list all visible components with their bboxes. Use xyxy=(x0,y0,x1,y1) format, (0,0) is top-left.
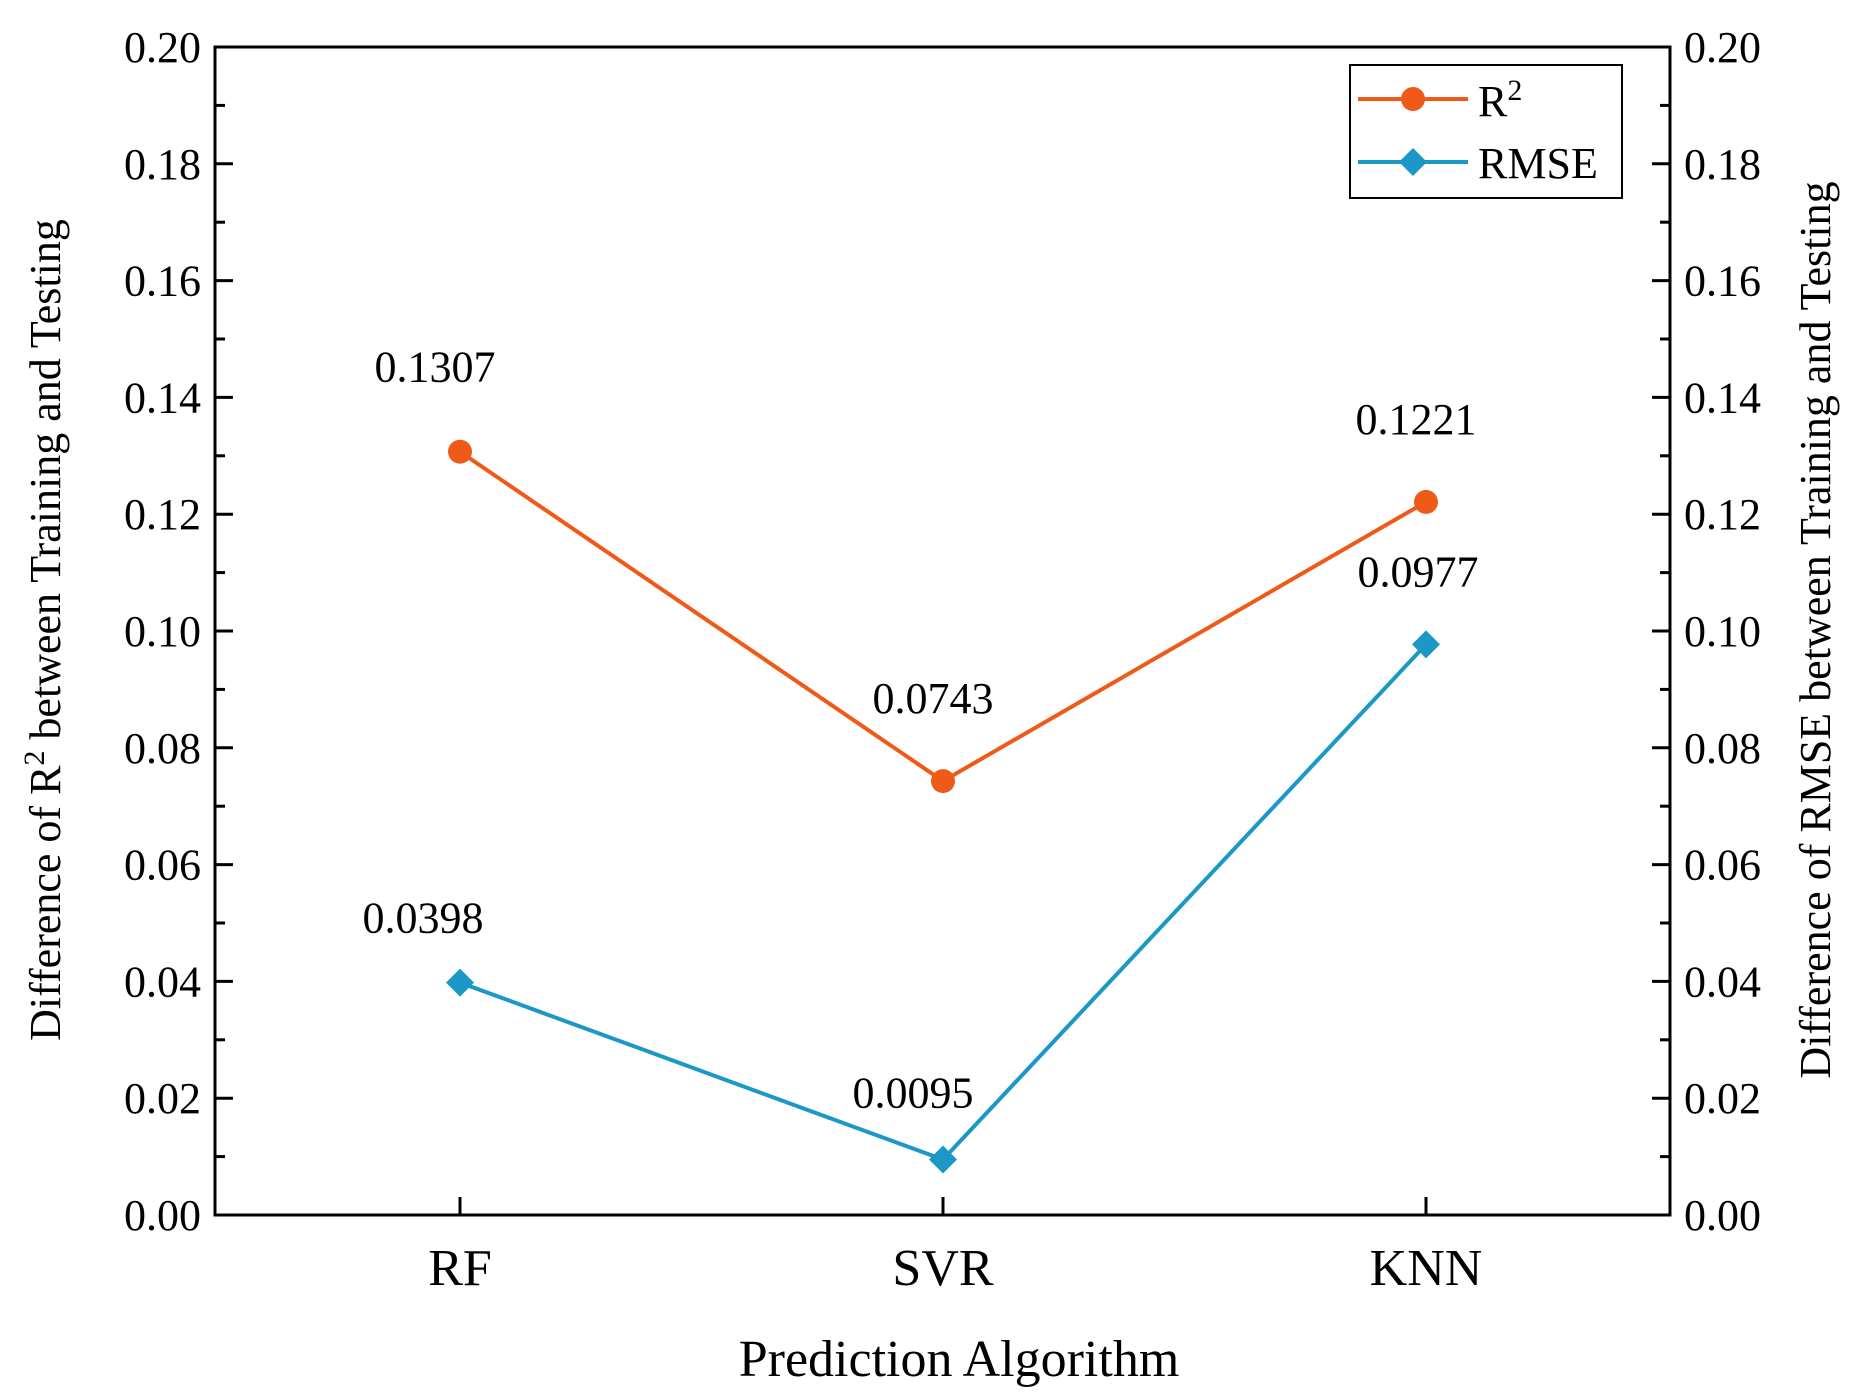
data-label-r2-point-rf: 0.1307 xyxy=(375,343,496,392)
legend-marker-r2 xyxy=(1401,87,1425,111)
r2-point-rf xyxy=(448,439,472,464)
data-label-r2-point-knn: 0.1221 xyxy=(1356,395,1477,444)
y-tick-label-left: 0.08 xyxy=(124,724,201,773)
y-axis-title-left-pre: Difference of R xyxy=(21,765,70,1041)
y-tick-label-right: 0.10 xyxy=(1684,607,1761,656)
data-label-rmse-point-knn: 0.0977 xyxy=(1358,547,1479,596)
y-axis-title-left: Difference of R2 between Training and Te… xyxy=(18,219,70,1041)
plot-frame xyxy=(213,45,1672,1217)
legend-label-r2: R2 xyxy=(1478,74,1522,126)
y-tick-label-right: 0.14 xyxy=(1684,373,1761,422)
y-tick-label-right: 0.12 xyxy=(1684,490,1761,539)
y-tick-label-right: 0.06 xyxy=(1684,841,1761,890)
y-tick-label-right: 0.08 xyxy=(1684,724,1761,773)
rmse-point-rf xyxy=(446,968,474,997)
r2-point-knn xyxy=(1414,489,1438,514)
y-tick-label-left: 0.06 xyxy=(124,841,201,890)
y-tick-label-left: 0.00 xyxy=(124,1191,201,1240)
r2-point-svr xyxy=(931,769,955,794)
y-axis-title-left-sup: 2 xyxy=(18,751,51,766)
axes: 0.00 0.00 0.02 0.02 0.04 0.04 0.06 0.06 0.08 0.08… xyxy=(124,23,1761,1297)
data-label-rmse-point-rf: 0.0398 xyxy=(363,894,484,943)
data-label-r2-point-svr: 0.0743 xyxy=(873,674,994,723)
y-tick-label-left: 0.14 xyxy=(124,373,201,422)
labels-layer: 0.1307 0.0743 0.1221 0.0398 0.0095 0.0977 xyxy=(363,343,1479,1118)
legend-label-rmse: RMSE xyxy=(1478,139,1598,188)
y-tick-label-right: 0.04 xyxy=(1684,957,1761,1006)
x-tick-label-svr: SVR xyxy=(892,1240,993,1297)
x-tick-label-rf: RF xyxy=(428,1240,492,1297)
series-layer xyxy=(446,439,1440,1174)
series-line-r2 xyxy=(458,450,1428,784)
rmse-point-svr xyxy=(929,1145,957,1174)
y-tick-label-left: 0.04 xyxy=(124,957,201,1006)
y-tick-label-right: 0.02 xyxy=(1684,1074,1761,1123)
y-tick-label-right: 0.18 xyxy=(1684,140,1761,189)
y-tick-label-left: 0.02 xyxy=(124,1074,201,1123)
y-tick-label-left: 0.12 xyxy=(124,490,201,539)
y-tick-label-right: 0.20 xyxy=(1684,23,1761,72)
x-tick-label-knn: KNN xyxy=(1370,1240,1483,1297)
y-tick-label-right: 0.00 xyxy=(1684,1191,1761,1240)
y-tick-label-left: 0.10 xyxy=(124,607,201,656)
legend-marker-rmse xyxy=(1399,148,1427,176)
x-axis-title: Prediction Algorithm xyxy=(739,1331,1180,1388)
legend: R2 RMSE xyxy=(1349,64,1623,199)
rmse-point-knn xyxy=(1412,630,1440,659)
y-tick-label-right: 0.16 xyxy=(1684,257,1761,306)
y-tick-label-left: 0.16 xyxy=(124,257,201,306)
y-tick-label-left: 0.18 xyxy=(124,140,201,189)
data-label-rmse-point-svr: 0.0095 xyxy=(853,1069,974,1118)
y-tick-label-left: 0.20 xyxy=(124,23,201,72)
y-axis-title-right: Difference of RMSE between Training and … xyxy=(1791,181,1840,1078)
legend-box xyxy=(1349,64,1623,199)
y-axis-title-left-post: between Training and Testing xyxy=(21,219,70,750)
